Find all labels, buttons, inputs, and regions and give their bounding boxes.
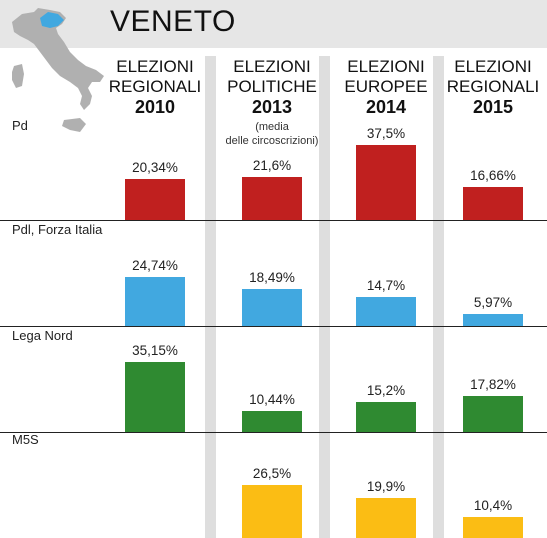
bar-value-label: 35,15% — [132, 342, 178, 358]
column-header-year: 2014 — [365, 97, 407, 117]
bar — [463, 396, 523, 432]
bar-value-label: 37,5% — [366, 126, 406, 141]
bar-value-label: 26,5% — [252, 466, 292, 481]
column-note-line: delle circoscrizioni) — [225, 135, 319, 147]
bar — [356, 401, 416, 432]
bar-value-label: 5,97% — [473, 295, 513, 311]
bar — [125, 179, 185, 220]
column-header-year: 2013 — [251, 97, 293, 117]
veneto-highlight — [40, 12, 64, 28]
bar-value-label: 15,2% — [366, 382, 406, 398]
column-note: (media delle circoscrizioni) — [202, 120, 342, 148]
bar — [463, 517, 523, 538]
column-header-year: 2015 — [472, 97, 514, 117]
bar — [242, 485, 302, 538]
party-label: Pd — [12, 118, 28, 133]
bar-value-label: 10,4% — [473, 498, 513, 514]
bar — [242, 411, 302, 432]
bar-value-label: 10,44% — [249, 392, 295, 408]
italy-shape — [12, 8, 104, 132]
bar — [463, 186, 523, 220]
bar-value-label: 14,7% — [366, 277, 406, 293]
column-separator — [205, 56, 216, 538]
column-header-label: REGIONALI — [108, 77, 202, 96]
bar-value-label: 16,66% — [470, 167, 516, 183]
column-note-line: (media — [255, 121, 289, 133]
italy-map-icon — [12, 8, 104, 132]
column-header-label: ELEZIONI — [347, 57, 425, 76]
column-header-label: EUROPEE — [344, 77, 428, 96]
bar — [125, 276, 185, 326]
column-header-label: ELEZIONI — [233, 57, 311, 76]
row-divider — [0, 220, 547, 221]
bar-value-label: 21,6% — [252, 157, 292, 173]
column-header-label: ELEZIONI — [116, 57, 194, 76]
column-separator — [433, 56, 444, 538]
bar-value-label: 19,9% — [366, 479, 406, 495]
party-label: M5S — [12, 432, 39, 447]
column-header-2015: ELEZIONI REGIONALI 2015 — [433, 57, 547, 117]
bar-value-label: 17,82% — [470, 377, 516, 393]
column-separator — [319, 56, 330, 538]
bar-value-label: 18,49% — [249, 270, 295, 286]
title-band — [0, 0, 547, 48]
column-header-2013: ELEZIONI POLITICHE 2013 — [212, 57, 332, 117]
bar — [125, 361, 185, 432]
row-divider — [0, 326, 547, 327]
bar — [356, 296, 416, 326]
bar — [356, 145, 416, 220]
column-header-year: 2010 — [134, 97, 176, 117]
row-divider — [0, 432, 547, 433]
column-header-label: ELEZIONI — [454, 57, 532, 76]
bar — [242, 176, 302, 220]
column-header-2014: ELEZIONI EUROPEE 2014 — [326, 57, 446, 117]
bar-value-label: 20,34% — [132, 160, 178, 176]
bar-value-label: 24,74% — [132, 257, 178, 273]
bar — [356, 498, 416, 538]
bar — [463, 314, 523, 326]
party-label: Pdl, Forza Italia — [12, 222, 103, 237]
column-header-label: REGIONALI — [446, 77, 540, 96]
bar — [242, 289, 302, 326]
column-header-label: POLITICHE — [227, 77, 317, 96]
column-header-2010: ELEZIONI REGIONALI 2010 — [95, 57, 215, 117]
region-title: VENETO — [110, 5, 236, 38]
party-label: Lega Nord — [12, 328, 73, 343]
